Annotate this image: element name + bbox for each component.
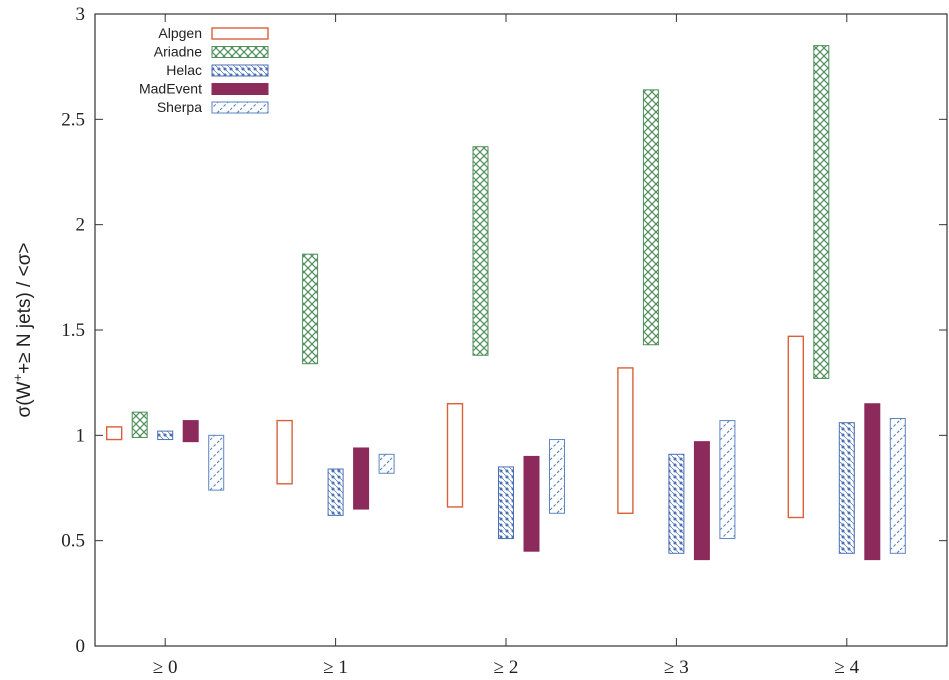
bar-madevent: [864, 403, 881, 561]
y-axis-label: σ(W++≥ N jets) / <σ>: [10, 242, 35, 417]
bar-madevent: [182, 420, 199, 443]
bar-sherpa: [549, 439, 565, 514]
bar-alpgen: [105, 426, 123, 441]
legend-swatch: [211, 46, 269, 58]
bar-alpgen: [446, 403, 464, 508]
bar-helac: [157, 430, 174, 441]
bar-alpgen: [617, 367, 634, 514]
bar-madevent: [353, 447, 370, 510]
bar-madevent: [523, 455, 540, 552]
svg-text:σ(W++≥ N jets) / <σ>: σ(W++≥ N jets) / <σ>: [10, 242, 35, 417]
plot-frame: [94, 13, 948, 647]
y-tick-label: 2.5: [61, 109, 85, 130]
bar-sherpa: [889, 417, 906, 554]
x-tick-label: ≥ 0: [153, 657, 178, 678]
bar-alpgen: [276, 419, 293, 485]
x-axis-ticks: ≥ 0 ≥ 1 ≥ 2 ≥ 3 ≥ 4: [153, 14, 860, 678]
chart-bars: [105, 45, 906, 561]
bar-sherpa: [719, 420, 736, 540]
bar-madevent: [693, 441, 710, 561]
bar-ariadne: [472, 146, 489, 356]
bar-sherpa: [378, 453, 395, 474]
x-tick-label: ≥ 3: [664, 657, 689, 678]
bar-helac: [668, 453, 685, 554]
legend-label: Alpgen: [158, 25, 202, 41]
bar-helac: [498, 466, 514, 540]
bar-ariadne: [131, 411, 148, 438]
bar-ariadne: [302, 253, 319, 365]
y-tick-label: 3: [76, 4, 86, 25]
legend-label: Ariadne: [154, 44, 202, 60]
legend-swatch: [211, 64, 269, 77]
bar-helac: [838, 422, 855, 554]
y-axis-ticks: 0 0.5 1 1.5 2 2.5 3: [61, 4, 947, 657]
legend: Alpgen Ariadne Helac MadEvent Sherpa: [139, 25, 269, 115]
legend-label: Helac: [166, 62, 202, 78]
bar-alpgen: [787, 335, 804, 519]
x-tick-label: ≥ 2: [494, 657, 519, 678]
y-tick-label: 0: [76, 636, 86, 657]
legend-swatch: [211, 83, 269, 95]
legend-swatch: [211, 101, 269, 114]
y-tick-label: 2: [76, 215, 86, 236]
legend-label: Sherpa: [157, 99, 202, 115]
x-tick-label: ≥ 4: [834, 657, 859, 678]
legend-label: MadEvent: [139, 81, 202, 97]
y-tick-label: 0.5: [61, 531, 85, 552]
bar-helac: [327, 468, 344, 516]
bar-ariadne: [813, 45, 830, 379]
y-tick-label: 1: [76, 425, 86, 446]
bar-sherpa: [208, 434, 225, 491]
y-tick-label: 1.5: [61, 320, 85, 341]
x-tick-label: ≥ 1: [323, 657, 348, 678]
legend-swatch: [211, 27, 269, 40]
bar-ariadne: [642, 89, 659, 346]
